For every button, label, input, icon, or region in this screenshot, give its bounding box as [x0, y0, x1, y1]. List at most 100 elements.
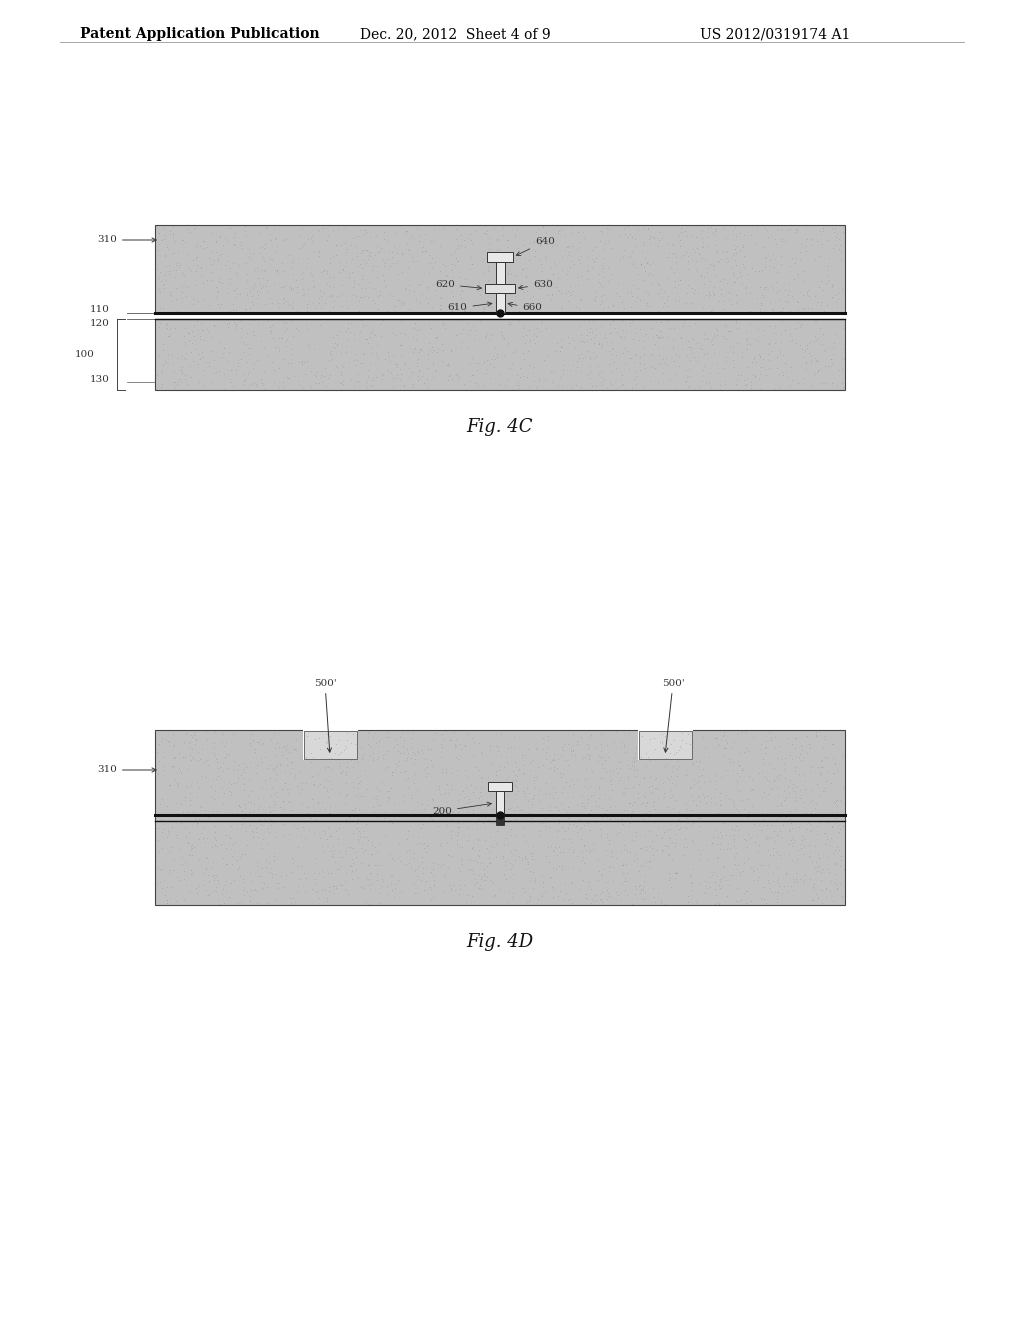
- Point: [558, 883, 574, 904]
- Point: [562, 215, 579, 236]
- Point: [690, 243, 707, 264]
- Point: [715, 857, 731, 878]
- Point: [509, 219, 525, 240]
- Point: [481, 853, 498, 874]
- Point: [688, 333, 705, 354]
- Point: [734, 861, 751, 882]
- Point: [368, 788, 384, 809]
- Point: [392, 364, 409, 385]
- Point: [572, 829, 589, 850]
- Point: [391, 289, 408, 310]
- Point: [292, 869, 308, 890]
- Point: [790, 372, 806, 393]
- Point: [582, 746, 598, 767]
- Point: [570, 298, 587, 319]
- Point: [735, 257, 752, 279]
- Point: [195, 375, 211, 396]
- Point: [453, 235, 469, 256]
- Point: [781, 255, 798, 276]
- Point: [339, 238, 355, 259]
- Point: [560, 817, 577, 838]
- Point: [367, 722, 383, 743]
- Point: [474, 744, 490, 766]
- Point: [330, 327, 346, 348]
- Point: [486, 252, 503, 273]
- Point: [373, 833, 389, 854]
- Point: [326, 290, 342, 312]
- Point: [521, 781, 538, 803]
- Point: [639, 251, 655, 272]
- Point: [504, 886, 520, 907]
- Point: [458, 792, 474, 813]
- Point: [410, 859, 426, 880]
- Point: [247, 259, 263, 280]
- Point: [176, 364, 193, 385]
- Point: [710, 803, 726, 824]
- Point: [720, 321, 736, 342]
- Point: [592, 360, 608, 381]
- Point: [305, 774, 322, 795]
- Point: [220, 231, 237, 252]
- Point: [525, 330, 542, 351]
- Point: [248, 818, 264, 840]
- Point: [350, 867, 367, 888]
- Point: [495, 326, 511, 347]
- Point: [468, 756, 484, 777]
- Point: [437, 318, 454, 339]
- Point: [573, 726, 590, 747]
- Point: [420, 244, 436, 265]
- Point: [553, 855, 569, 876]
- Point: [484, 323, 501, 345]
- Point: [555, 817, 571, 838]
- Point: [433, 833, 450, 854]
- Point: [511, 759, 527, 780]
- Point: [516, 248, 532, 269]
- Point: [340, 329, 356, 350]
- Point: [517, 847, 534, 869]
- Point: [233, 805, 250, 826]
- Point: [446, 294, 463, 315]
- Point: [435, 853, 452, 874]
- Point: [324, 846, 340, 867]
- Point: [220, 251, 237, 272]
- Point: [245, 821, 261, 842]
- Point: [344, 800, 360, 821]
- Point: [314, 261, 331, 282]
- Point: [389, 251, 406, 272]
- Point: [461, 788, 477, 809]
- Point: [282, 276, 298, 297]
- Point: [572, 809, 589, 830]
- Point: [349, 777, 366, 799]
- Point: [243, 879, 259, 900]
- Point: [788, 247, 805, 268]
- Point: [244, 285, 260, 306]
- Point: [244, 374, 260, 395]
- Point: [729, 854, 745, 875]
- Point: [212, 756, 228, 777]
- Point: [650, 788, 667, 809]
- Point: [591, 272, 607, 293]
- Point: [638, 756, 654, 777]
- Point: [810, 756, 826, 777]
- Point: [299, 296, 315, 317]
- Point: [365, 726, 381, 747]
- Point: [462, 223, 478, 244]
- Point: [160, 821, 176, 842]
- Point: [559, 236, 575, 257]
- Point: [154, 731, 170, 752]
- Point: [321, 880, 337, 902]
- Point: [684, 248, 700, 269]
- Point: [429, 799, 445, 820]
- Point: [425, 367, 441, 388]
- Point: [507, 226, 523, 247]
- Point: [254, 814, 270, 836]
- Point: [171, 743, 187, 764]
- Point: [228, 300, 245, 321]
- Point: [667, 743, 683, 764]
- Point: [694, 334, 711, 355]
- Point: [314, 792, 331, 813]
- Point: [814, 756, 830, 777]
- Point: [501, 292, 517, 313]
- Point: [641, 807, 657, 828]
- Point: [404, 215, 421, 236]
